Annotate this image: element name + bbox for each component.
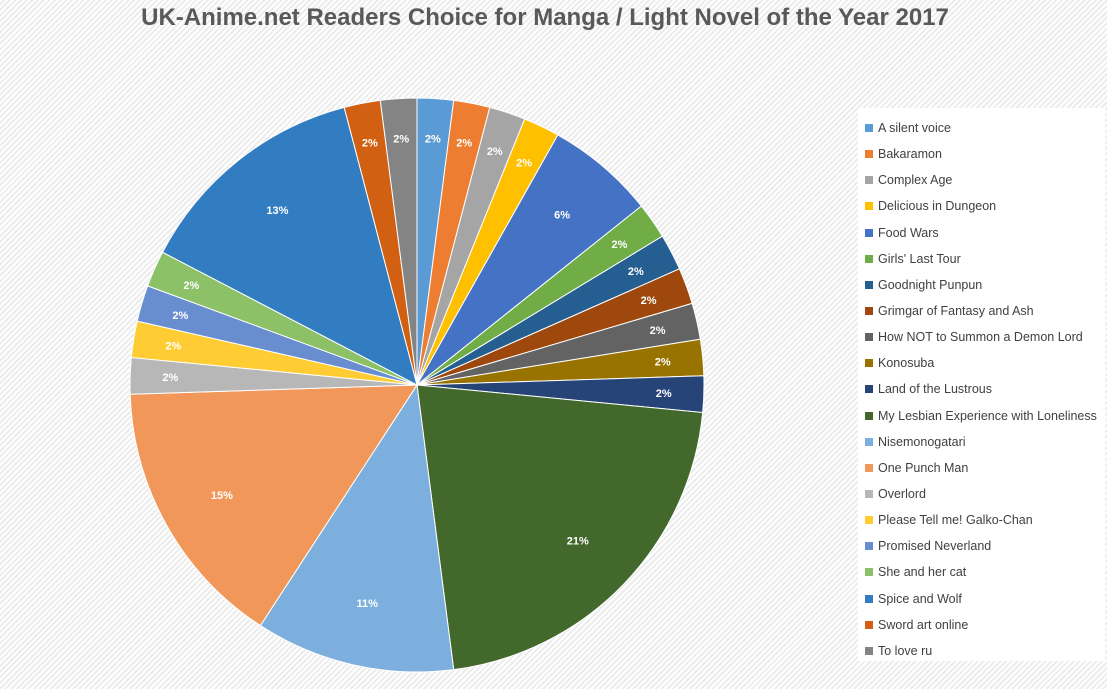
- legend-item: Overlord: [865, 481, 1105, 507]
- legend-item: Konosuba: [865, 350, 1105, 376]
- legend-swatch: [865, 228, 873, 237]
- legend-swatch: [865, 646, 873, 655]
- slice-data-label: 2%: [425, 134, 441, 146]
- legend-item: Goodnight Punpun: [865, 272, 1105, 298]
- legend-label: Please Tell me! Galko-Chan: [878, 513, 1033, 528]
- legend-label: Food Wars: [878, 225, 939, 240]
- legend-swatch: [865, 463, 873, 472]
- legend-label: She and her cat: [878, 565, 967, 580]
- legend-swatch: [865, 385, 873, 394]
- legend-swatch: [865, 620, 873, 629]
- legend-item: Sword art online: [865, 612, 1105, 638]
- slice-data-label: 2%: [655, 356, 671, 368]
- pie-chart: 2% 2% 2% 2% 6% 2% 2% 2% 2% 2% 2% 21% 11% 15% 2% 2% 2% 2% 1…: [129, 97, 705, 673]
- legend-swatch: [865, 124, 873, 133]
- slice-data-label: 11%: [356, 598, 378, 610]
- slice-data-label: 6%: [554, 210, 570, 222]
- slice-data-label: 2%: [162, 372, 178, 384]
- legend-item: Spice and Wolf: [865, 586, 1105, 612]
- slice-data-label: 2%: [393, 134, 409, 146]
- legend-item: A silent voice: [865, 115, 1105, 141]
- slice-data-label: 2%: [456, 138, 472, 150]
- legend-label: Bakaramon: [878, 147, 942, 162]
- legend-swatch: [865, 280, 873, 289]
- legend-label: My Lesbian Experience with Loneliness: [878, 408, 1097, 423]
- pie-slice: [416, 384, 704, 671]
- legend-item: Nisemonogatari: [865, 429, 1105, 455]
- pie-slice: [161, 106, 418, 386]
- slice-data-label: 2%: [628, 266, 644, 278]
- slice-data-label: 2%: [165, 341, 181, 353]
- legend-label: Spice and Wolf: [878, 591, 962, 606]
- legend-item: One Punch Man: [865, 455, 1105, 481]
- pie-slice: [259, 383, 455, 673]
- legend-swatch: [865, 176, 873, 185]
- legend-label: Delicious in Dungeon: [878, 199, 997, 214]
- legend-label: Grimgar of Fantasy and Ash: [878, 304, 1034, 319]
- slice-data-label: 2%: [183, 280, 199, 292]
- legend-swatch: [865, 490, 873, 499]
- slice-data-label: 2%: [516, 158, 532, 170]
- legend-swatch: [865, 411, 873, 420]
- legend-swatch: [865, 307, 873, 316]
- legend-swatch: [865, 568, 873, 577]
- legend-item: Complex Age: [865, 167, 1105, 193]
- legend-label: Nisemonogatari: [878, 434, 966, 449]
- chart-legend: A silent voice Bakaramon Complex Age Delici…: [858, 108, 1105, 661]
- slice-data-label: 2%: [487, 146, 503, 158]
- legend-label: To love ru: [878, 643, 933, 658]
- pie-slice: [379, 97, 418, 386]
- legend-item: She and her cat: [865, 559, 1105, 585]
- slice-data-label: 2%: [611, 239, 627, 251]
- legend-label: Land of the Lustrous: [878, 382, 992, 397]
- legend-swatch: [865, 542, 873, 551]
- legend-item: Bakaramon: [865, 141, 1105, 167]
- legend-label: How NOT to Summon a Demon Lord: [878, 330, 1083, 345]
- legend-item: Girls' Last Tour: [865, 246, 1105, 272]
- slice-data-label: 2%: [650, 325, 666, 337]
- legend-item: To love ru: [865, 638, 1105, 664]
- pie-slice: [129, 384, 418, 627]
- slice-data-label: 2%: [362, 138, 378, 150]
- legend-item: Delicious in Dungeon: [865, 193, 1105, 219]
- legend-label: Konosuba: [878, 356, 935, 371]
- legend-label: Overlord: [878, 487, 926, 502]
- legend-item: Food Wars: [865, 220, 1105, 246]
- slice-data-label: 2%: [172, 310, 188, 322]
- legend-swatch: [865, 333, 873, 342]
- legend-swatch: [865, 254, 873, 263]
- legend-swatch: [865, 437, 873, 446]
- legend-item: Grimgar of Fantasy and Ash: [865, 298, 1105, 324]
- legend-item: Promised Neverland: [865, 533, 1105, 559]
- slice-data-label: 21%: [567, 536, 589, 548]
- legend-swatch: [865, 516, 873, 525]
- legend-label: Promised Neverland: [878, 539, 992, 554]
- legend-item: How NOT to Summon a Demon Lord: [865, 324, 1105, 350]
- legend-item: My Lesbian Experience with Loneliness: [865, 403, 1105, 429]
- chart-title: UK-Anime.net Readers Choice for Manga / …: [141, 4, 949, 31]
- legend-item: Please Tell me! Galko-Chan: [865, 507, 1105, 533]
- legend-item: Land of the Lustrous: [865, 376, 1105, 402]
- slice-data-label: 15%: [211, 490, 233, 502]
- legend-label: Sword art online: [878, 617, 969, 632]
- legend-swatch: [865, 150, 873, 159]
- legend-label: Girls' Last Tour: [878, 251, 961, 266]
- legend-swatch: [865, 594, 873, 603]
- slice-data-label: 13%: [266, 205, 288, 217]
- legend-label: A silent voice: [878, 121, 951, 136]
- legend-label: Goodnight Punpun: [878, 277, 983, 292]
- legend-label: One Punch Man: [878, 460, 969, 475]
- legend-label: Complex Age: [878, 173, 953, 188]
- slice-data-label: 2%: [641, 295, 657, 307]
- legend-swatch: [865, 359, 873, 368]
- slice-data-label: 2%: [656, 388, 672, 400]
- legend-swatch: [865, 202, 873, 211]
